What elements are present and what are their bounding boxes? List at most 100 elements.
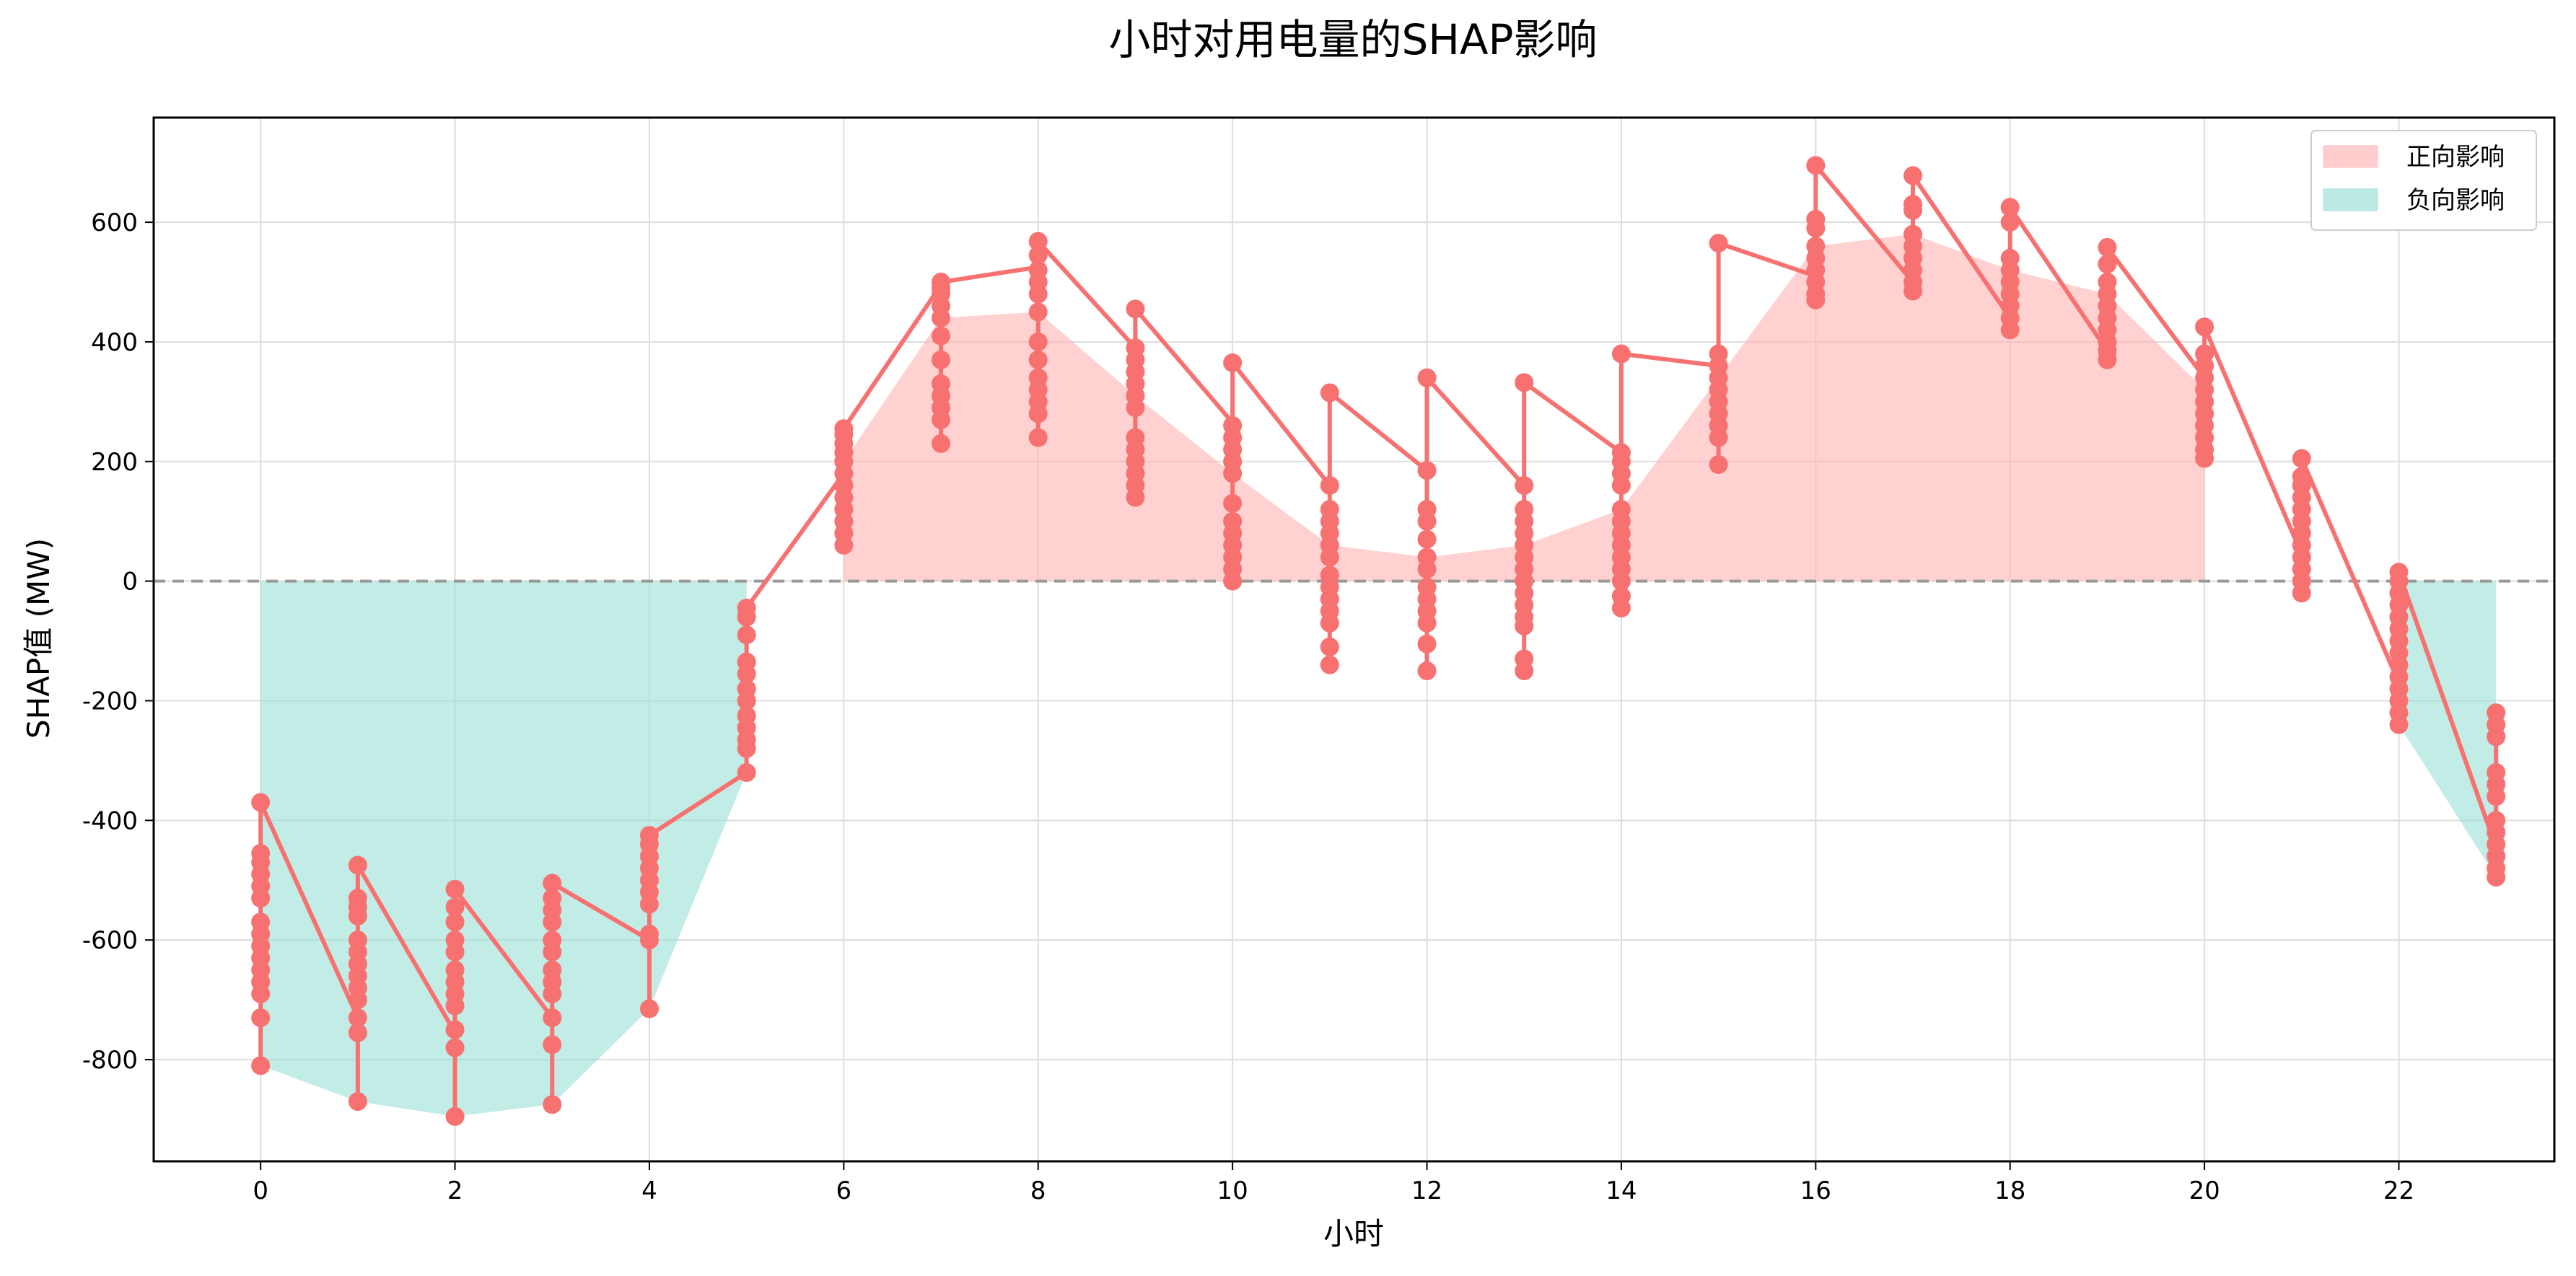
data-point [2292,467,2311,486]
y-tick-label: -600 [82,926,138,955]
data-point [1320,500,1339,519]
x-tick-label: 14 [1605,1176,1637,1205]
data-point [737,625,756,645]
data-points [251,156,2506,1126]
data-point [1320,566,1339,585]
data-point [543,1095,562,1114]
data-point [348,855,367,875]
y-tick-label: -200 [82,687,138,716]
data-point [737,598,756,617]
data-point [1028,350,1048,369]
data-point [932,434,951,453]
data-point [1417,368,1437,387]
data-point [2292,449,2311,468]
y-tick-label: -400 [82,806,138,835]
data-point [348,1023,367,1042]
data-point [1611,344,1631,364]
area-fills [260,234,2497,1117]
data-point [543,889,562,908]
data-point [932,273,951,292]
data-point [737,706,756,726]
data-point [1417,661,1437,681]
y-axis-label: SHAP值 (MW) [21,538,56,739]
data-point [251,1056,271,1075]
data-point [348,1092,367,1112]
x-tick-label: 10 [1217,1176,1248,1205]
x-tick-label: 16 [1800,1176,1831,1205]
data-point [251,843,271,863]
data-point [834,419,854,439]
data-point [1320,475,1339,495]
plot-frame [152,116,2556,1163]
y-tick-label: -800 [82,1046,138,1075]
data-point [1028,368,1048,387]
data-point [2098,255,2117,274]
data-point [348,889,367,908]
data-point [2487,763,2506,783]
y-tick-label: 200 [91,448,138,477]
data-point [1806,156,1826,175]
data-point [639,924,659,943]
x-tick-label: 2 [447,1176,463,1205]
data-point [2000,198,2020,217]
data-point [1126,428,1145,447]
x-axis-ticks: 0 2 4 6 8 10 12 14 16 18 20 22 [253,1161,2414,1205]
data-point [639,999,659,1018]
data-point [1028,332,1048,351]
data-point [1709,344,1728,364]
data-point [1903,224,1923,244]
chart-title: 小时对用电量的SHAP影响 [1108,15,1597,64]
data-point [1515,373,1534,392]
data-point [1223,353,1243,372]
data-point [445,1020,465,1039]
data-point [445,879,465,899]
data-point [445,897,465,917]
legend-label-negative: 负向影响 [2406,186,2505,215]
data-point [1320,655,1339,674]
data-point [1709,454,1728,474]
data-point [1320,637,1339,656]
data-point [1417,577,1437,597]
x-tick-label: 8 [1030,1176,1046,1205]
data-point [251,912,271,932]
data-point [1611,586,1631,606]
data-point [1028,232,1048,251]
positive-area-fill [844,234,2205,581]
data-point [2389,563,2409,582]
data-point [1417,461,1437,480]
data-point [2000,213,2020,232]
data-point [1417,529,1437,549]
data-point [1126,299,1145,319]
legend-swatch-positive [2323,145,2378,168]
data-point [1223,511,1243,531]
data-point [1223,416,1243,436]
data-point [1709,234,1728,253]
data-point [1028,302,1048,322]
data-point [445,1106,465,1126]
data-point [445,930,465,950]
x-tick-label: 22 [2383,1176,2414,1205]
data-point [1515,475,1534,495]
data-point [737,679,756,698]
legend-label-positive: 正向影响 [2406,143,2505,172]
data-point [1320,383,1339,402]
data-point [932,374,951,394]
data-point [1903,166,1923,185]
data-point [1611,500,1631,519]
y-tick-label: 600 [91,208,138,237]
data-point [2195,344,2214,364]
data-point [1417,634,1437,654]
x-tick-label: 12 [1411,1176,1442,1205]
data-point [1806,237,1826,256]
data-point [543,1035,562,1055]
data-point [2098,237,2117,257]
data-point [445,1038,465,1057]
data-point [251,793,271,812]
x-tick-label: 6 [836,1176,852,1205]
data-point [543,930,562,950]
data-point [1515,500,1534,519]
negative-area-fill [2398,581,2497,878]
legend-swatch-negative [2323,188,2378,211]
y-tick-label: 0 [122,568,138,597]
y-tick-label: 400 [91,328,138,357]
